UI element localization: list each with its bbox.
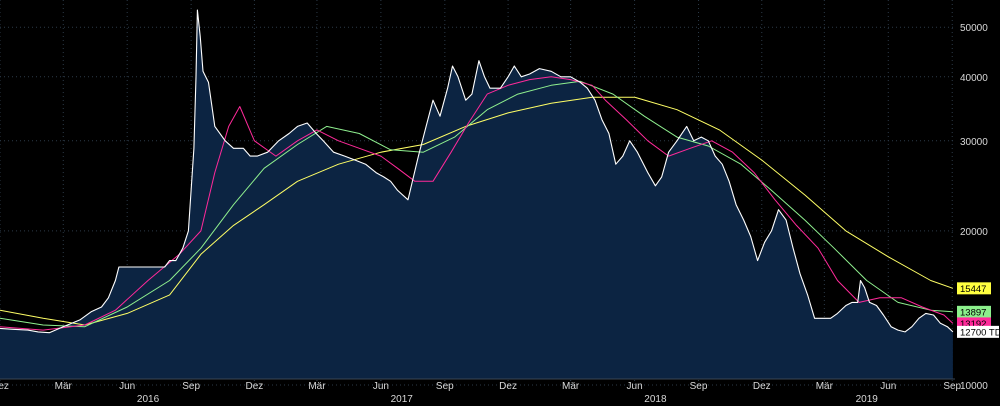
x-tick-label: Dez bbox=[499, 381, 517, 392]
x-year-label: 2019 bbox=[856, 394, 879, 405]
x-tick-label: Mär bbox=[308, 381, 326, 392]
price-area-fill bbox=[0, 10, 953, 379]
x-tick-label: Sep bbox=[182, 381, 200, 392]
ma_mid-value-tag bbox=[957, 305, 991, 318]
x-tick-label: Mär bbox=[562, 381, 580, 392]
ma_mid-value-tag-text: 13897 bbox=[960, 307, 986, 318]
x-tick-label: Dez bbox=[0, 381, 9, 392]
y-tick-label: 40000 bbox=[960, 73, 988, 84]
ma_long-value-tag-text: 15447 bbox=[960, 284, 986, 295]
x-year-label: 2017 bbox=[391, 394, 414, 405]
y-tick-label: 20000 bbox=[960, 227, 988, 238]
x-tick-label: Dez bbox=[245, 381, 263, 392]
series-lines bbox=[0, 9, 954, 334]
x-axis: Dez Mär Jun Sep Dez Mär Jun Sep Dez Mär Jun Sep Dez M… bbox=[0, 378, 962, 405]
ma_mid-line bbox=[0, 80, 953, 328]
price-value-tag-text: 12700 TD bbox=[960, 327, 1000, 338]
ma_short-line bbox=[0, 76, 954, 331]
x-tick-label: Sep bbox=[436, 381, 454, 392]
x-year-label: 2018 bbox=[644, 394, 667, 405]
x-tick-label: Jun bbox=[627, 381, 643, 392]
price-line bbox=[0, 9, 954, 334]
ma_long-line bbox=[0, 96, 954, 326]
x-tick-label: Dez bbox=[753, 381, 771, 392]
x-tick-label: Jun bbox=[119, 381, 135, 392]
x-tick-label: Sep bbox=[690, 381, 708, 392]
ma_short-value-tag-text: 13192 bbox=[960, 319, 986, 330]
y-axis: 10000 20000 30000 40000 50000 bbox=[960, 23, 988, 392]
x-tick-label: Jun bbox=[373, 381, 389, 392]
x-tick-label: Sep bbox=[943, 381, 961, 392]
x-year-label: 2016 bbox=[137, 394, 160, 405]
price-value-tag bbox=[957, 325, 999, 338]
x-tick-label: Mär bbox=[816, 381, 834, 392]
x-tick-label: Mär bbox=[55, 381, 73, 392]
price-area bbox=[0, 10, 953, 379]
y-tick-label: 30000 bbox=[960, 137, 988, 148]
y-tick-label: 50000 bbox=[960, 23, 988, 34]
ma_long-value-tag bbox=[957, 282, 991, 295]
x-tick-label: Jun bbox=[880, 381, 896, 392]
y-tick-label: 10000 bbox=[960, 381, 988, 392]
